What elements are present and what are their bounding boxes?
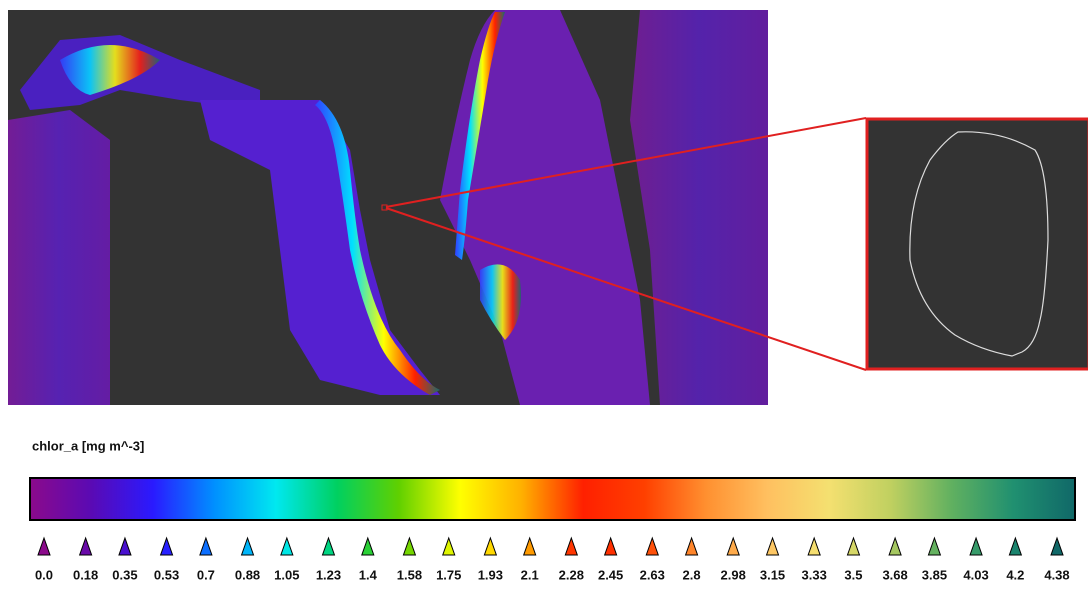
tick-marker	[727, 538, 739, 555]
tick-marker	[524, 538, 536, 555]
tick-marker	[242, 538, 254, 555]
tick-marker	[646, 538, 658, 555]
tick-label: 2.8	[683, 567, 701, 582]
page: {"colorbar": { "label": "chlor_a [mg m^-…	[0, 0, 1088, 584]
tick-marker	[80, 538, 92, 555]
tick-marker	[1051, 538, 1063, 555]
tick-label: 0.53	[154, 567, 179, 582]
tick-label: 1.58	[397, 567, 422, 582]
tick-label: 0.0	[35, 567, 53, 582]
tick-label: 4.2	[1006, 567, 1024, 582]
tick-marker	[484, 538, 496, 555]
tick-marker	[970, 538, 982, 555]
tick-label: 3.15	[760, 567, 785, 582]
tick-marker	[200, 538, 212, 555]
tick-label: 3.68	[882, 567, 907, 582]
tick-marker	[889, 538, 901, 555]
tick-marker	[928, 538, 940, 555]
colorbar-label: chlor_a [mg m^-3]	[32, 438, 144, 453]
tick-label: 1.75	[436, 567, 461, 582]
colorbar	[30, 478, 1075, 520]
tick-label: 3.33	[802, 567, 827, 582]
tick-marker	[281, 538, 293, 555]
tick-marker	[686, 538, 698, 555]
tick-marker	[362, 538, 374, 555]
figure: chlor_a [mg m^-3] 0.0 0.18 0.35 0.53 0.7 0.88…	[0, 0, 1088, 584]
tick-label: 0.88	[235, 567, 260, 582]
tick-marker	[403, 538, 415, 555]
tick-label: 1.23	[316, 567, 341, 582]
tick-label: 2.98	[721, 567, 746, 582]
tick-label: 2.28	[559, 567, 584, 582]
tick-label: 2.1	[521, 567, 539, 582]
tick-marker	[161, 538, 173, 555]
tick-label: 3.85	[922, 567, 947, 582]
tick-label: 4.03	[963, 567, 988, 582]
tick-label: 1.05	[274, 567, 299, 582]
inset	[867, 119, 1088, 369]
tick-label: 2.45	[598, 567, 623, 582]
tick-label: 4.38	[1044, 567, 1069, 582]
tick-marker	[605, 538, 617, 555]
tick-label: 1.93	[478, 567, 503, 582]
tick-marker	[565, 538, 577, 555]
tick-marker	[808, 538, 820, 555]
colorbar-ticks: 0.0 0.18 0.35 0.53 0.7 0.88 1.05 1.23 1.4 1.58 1.7…	[35, 538, 1070, 582]
tick-label: 0.7	[197, 567, 215, 582]
tick-marker	[119, 538, 131, 555]
tick-marker	[847, 538, 859, 555]
tick-label: 0.18	[73, 567, 98, 582]
tick-marker	[767, 538, 779, 555]
tick-marker	[322, 538, 334, 555]
tick-label: 2.63	[640, 567, 665, 582]
tick-marker	[443, 538, 455, 555]
tick-marker	[1009, 538, 1021, 555]
tick-label: 1.4	[359, 567, 378, 582]
tick-marker	[38, 538, 50, 555]
tick-label: 0.35	[112, 567, 137, 582]
tick-label: 3.5	[844, 567, 862, 582]
